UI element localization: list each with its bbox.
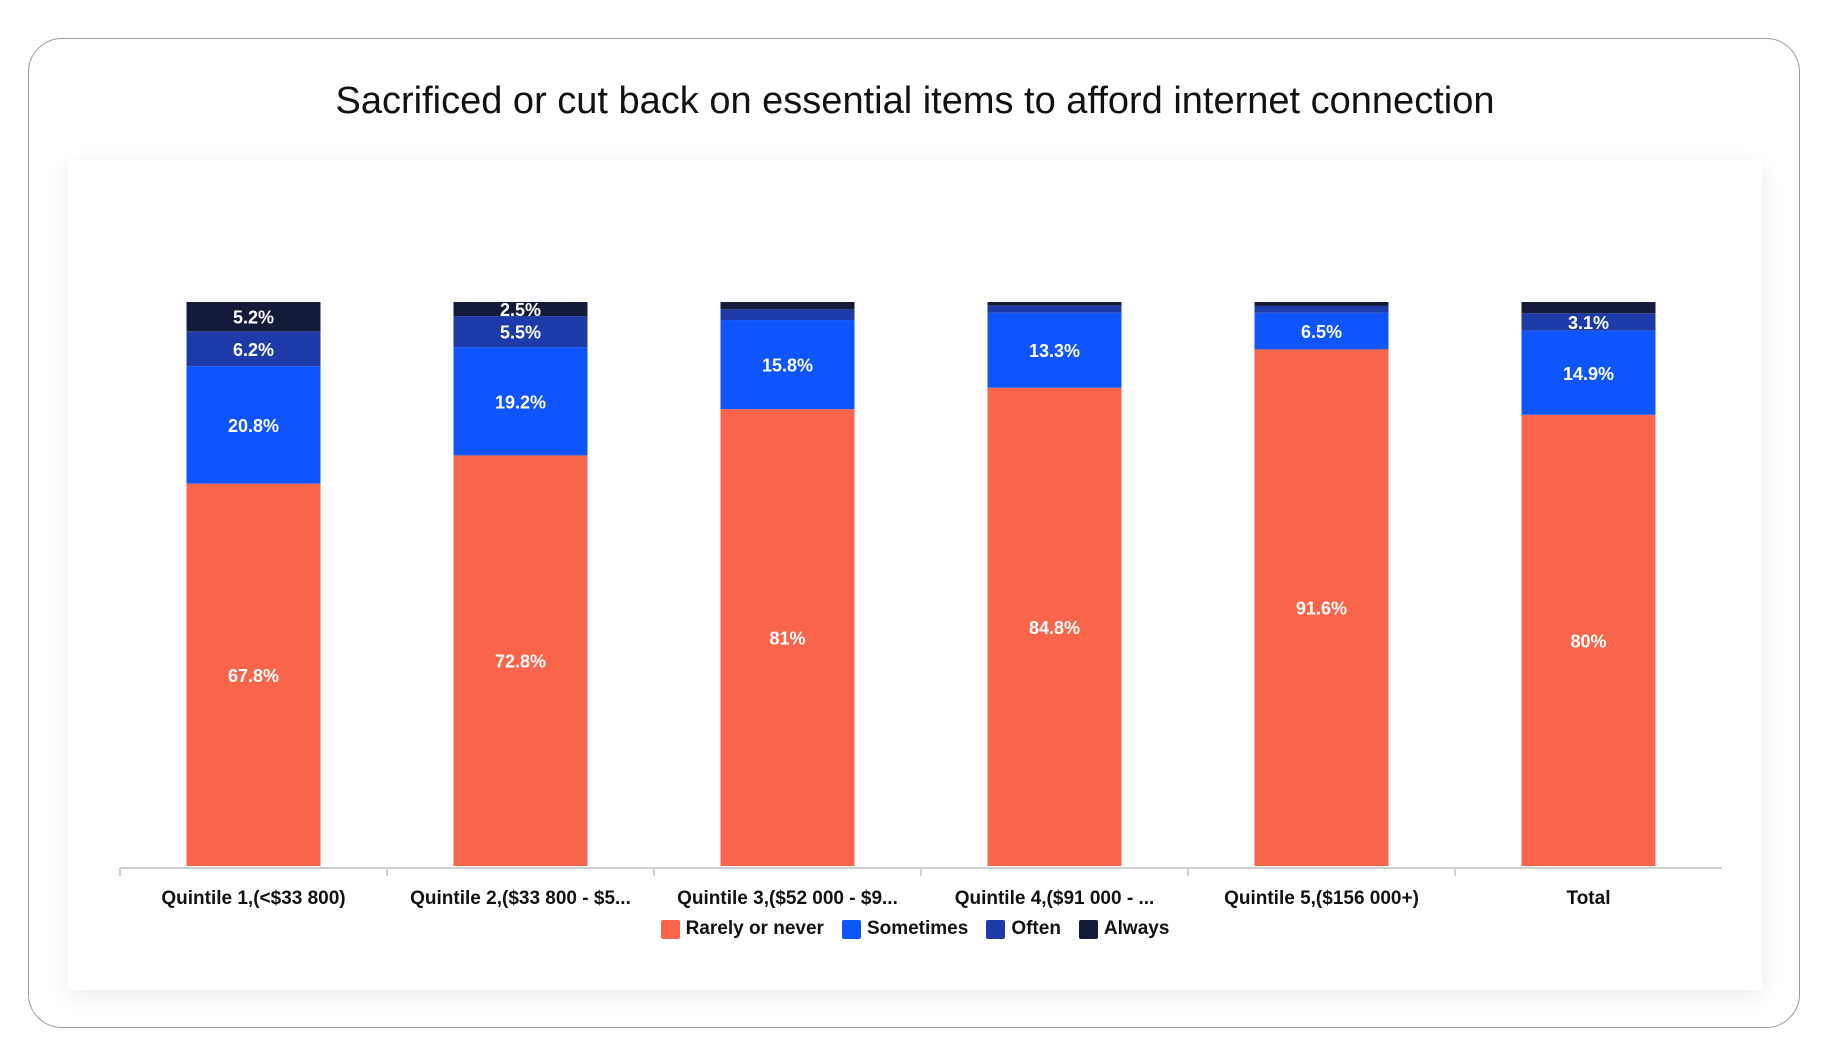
bar-segment: [720, 309, 855, 321]
bar-segment: [186, 302, 321, 332]
bar-segment: [453, 455, 588, 866]
legend-label: Rarely or never: [685, 918, 824, 939]
bar-segment: [1521, 330, 1656, 415]
legend-swatch: [1078, 919, 1098, 939]
bar-segment: [1254, 349, 1389, 867]
legend-swatch: [660, 919, 680, 939]
chart-legend: Rarely or never Sometimes Often Always: [0, 918, 1830, 940]
legend-swatch: [841, 919, 861, 939]
bar-segment: [186, 366, 321, 484]
bar-segment: [453, 316, 588, 348]
data-label: 5.5%: [500, 323, 541, 343]
bar-segment: [453, 347, 588, 456]
data-label: 15.8%: [762, 356, 813, 376]
x-tick-label: Quintile 3,($52 000 - $9...: [677, 888, 898, 909]
data-label: 6.5%: [1301, 322, 1342, 342]
legend-swatch: [986, 919, 1006, 939]
x-tick-label: Quintile 1,(<$33 800): [161, 888, 345, 909]
data-label: 6.2%: [233, 340, 274, 360]
bar-segment: [987, 302, 1122, 306]
data-label: 67.8%: [228, 666, 279, 686]
bar-segment: [1521, 302, 1656, 314]
bar-segment: [720, 320, 855, 410]
bar-segment: [186, 331, 321, 367]
data-label: 14.9%: [1563, 364, 1614, 384]
bar-segment: [987, 387, 1122, 866]
bar-segment: [1254, 302, 1389, 306]
data-label: 72.8%: [495, 652, 546, 672]
bar-segment: [720, 302, 855, 310]
legend-item[interactable]: Always: [1078, 918, 1170, 940]
bar-segment: [186, 483, 321, 866]
data-label: 84.8%: [1029, 618, 1080, 638]
data-label: 81%: [769, 629, 805, 649]
legend-item[interactable]: Sometimes: [841, 918, 969, 940]
bar-segment: [1254, 305, 1389, 313]
bar-segment: [1521, 414, 1656, 866]
data-label: 2.5%: [500, 300, 541, 320]
data-label: 19.2%: [495, 392, 546, 412]
bar-segment: [987, 305, 1122, 313]
plot-panel: [68, 160, 1762, 990]
x-tick-label: Quintile 4,($91 000 - ...: [955, 888, 1155, 909]
data-label: 13.3%: [1029, 341, 1080, 361]
x-tick-label: Quintile 5,($156 000+): [1224, 888, 1419, 909]
bar-segment: [1521, 313, 1656, 331]
data-label: 20.8%: [228, 416, 279, 436]
data-label: 3.1%: [1568, 313, 1609, 333]
x-tick-label: Quintile 2,($33 800 - $5...: [410, 888, 631, 909]
data-label: 80%: [1570, 631, 1606, 651]
bar-segment: [720, 409, 855, 866]
data-label: 91.6%: [1296, 599, 1347, 619]
legend-item[interactable]: Often: [986, 918, 1061, 940]
chart-title: Sacrificed or cut back on essential item…: [335, 80, 1495, 122]
bar-segment: [453, 302, 588, 317]
bar-segment: [987, 312, 1122, 388]
legend-label: Often: [1011, 918, 1061, 939]
legend-item[interactable]: Rarely or never: [660, 918, 824, 940]
data-label: 5.2%: [233, 308, 274, 328]
legend-label: Always: [1103, 918, 1170, 939]
x-tick-label: Total: [1567, 888, 1611, 909]
legend-label: Sometimes: [866, 918, 969, 939]
bar-segment: [1254, 312, 1389, 350]
